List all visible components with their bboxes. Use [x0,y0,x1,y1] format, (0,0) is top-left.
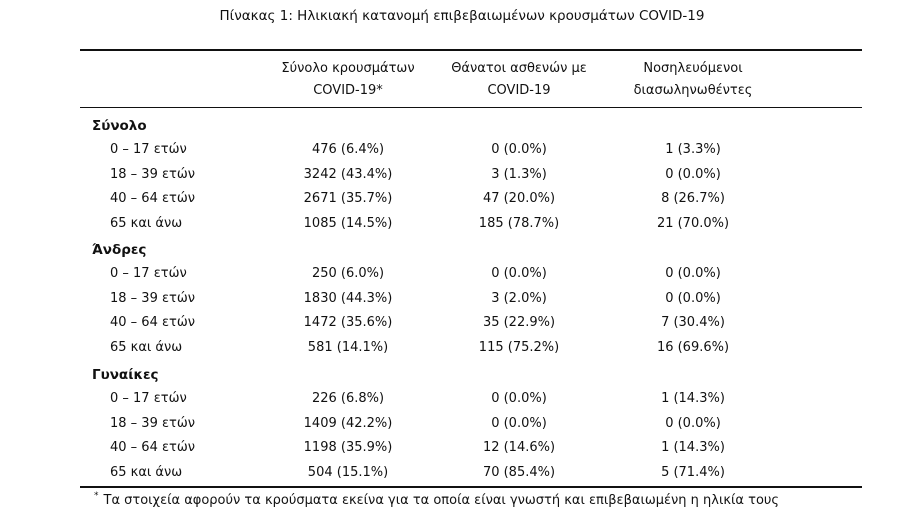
intubated-cell: 0 (0.0%) [665,415,721,431]
footnote-marker: * [94,491,99,501]
total-cases-cell: 1830 (44.3%) [303,290,393,306]
table-row: 40 – 64 ετών 1472 (35.6%) 35 (22.9%) 7 (30.… [0,315,924,337]
deaths-cell: 47 (20.0%) [482,191,556,206]
total-cases-cell: 2671 (35.7%) [303,191,393,206]
intubated-cell: 0 (0.0%) [665,290,721,306]
age-group-cell: 65 και άνω [110,464,183,480]
column-header-line: COVID-19 [487,83,551,98]
intubated-cell: 1 (14.3%) [661,391,725,406]
deaths-cell: 115 (75.2%) [478,339,560,355]
table-row: 65 και άνω 581 (14.1%) 115 (75.2%) 16 (69.6… [0,340,924,362]
age-group-cell: 18 – 39 ετών [110,290,195,306]
deaths-cell: 70 (85.4%) [482,464,556,480]
age-group-cell: 65 και άνω [110,215,183,231]
column-header-deaths: Θάνατοι ασθενών με COVID-19 [424,58,614,102]
intubated-cell: 21 (70.0%) [656,215,730,231]
age-group-cell: 0 – 17 ετών [110,266,187,281]
table-row: 18 – 39 ετών 3242 (43.4%) 3 (1.3%) 0 (0.0%) [0,167,924,189]
deaths-cell: 12 (14.6%) [482,440,556,455]
column-header-line: Θάνατοι ασθενών με [451,61,587,76]
intubated-cell: 7 (30.4%) [661,315,725,330]
total-cases-cell: 1472 (35.6%) [303,315,393,330]
deaths-cell: 185 (78.7%) [478,215,560,231]
total-cases-cell: 476 (6.4%) [311,142,385,157]
table-title: Πίνακας 1: Ηλικιακή κατανομή επιβεβαιωμέ… [219,8,705,24]
intubated-cell: 1 (3.3%) [665,142,721,157]
table-row: 0 – 17 ετών 226 (6.8%) 0 (0.0%) 1 (14.3%) [0,391,924,413]
table-row: 40 – 64 ετών 2671 (35.7%) 47 (20.0%) 8 (26.… [0,191,924,213]
age-group-cell: 40 – 64 ετών [110,191,195,206]
intubated-cell: 8 (26.7%) [661,191,725,206]
deaths-cell: 3 (1.3%) [491,166,547,182]
intubated-cell: 1 (14.3%) [661,440,725,455]
total-cases-cell: 1085 (14.5%) [303,215,393,231]
table-row: 40 – 64 ετών 1198 (35.9%) 12 (14.6%) 1 (14.… [0,440,924,462]
table-row: 65 και άνω 504 (15.1%) 70 (85.4%) 5 (71.4%) [0,465,924,487]
age-group-cell: 40 – 64 ετών [110,440,195,455]
footnote-text: Τα στοιχεία αφορούν τα κρούσματα εκείνα … [103,493,780,508]
column-header-line: Σύνολο κρουσμάτων [281,61,415,76]
deaths-cell: 0 (0.0%) [491,391,547,406]
age-group-cell: 18 – 39 ετών [110,166,195,182]
total-cases-cell: 504 (15.1%) [307,464,389,480]
deaths-cell: 3 (2.0%) [491,290,547,306]
intubated-cell: 16 (69.6%) [656,339,730,355]
footnote: * Τα στοιχεία αφορούν τα κρούσματα εκείνα… [94,491,779,508]
deaths-cell: 0 (0.0%) [491,415,547,431]
age-group-cell: 0 – 17 ετών [110,142,187,157]
column-header-line: διασωληνωθέντες [633,83,753,98]
total-cases-cell: 3242 (43.4%) [303,166,393,182]
deaths-cell: 35 (22.9%) [482,315,556,330]
deaths-cell: 0 (0.0%) [491,142,547,157]
table-row: 0 – 17 ετών 250 (6.0%) 0 (0.0%) 0 (0.0%) [0,266,924,288]
column-header-line: Νοσηλευόμενοι [643,61,743,76]
section-heading: Γυναίκες [92,367,159,383]
table-row: 18 – 39 ετών 1409 (42.2%) 0 (0.0%) 0 (0.0%) [0,416,924,438]
deaths-cell: 0 (0.0%) [491,266,547,281]
total-cases-cell: 1409 (42.2%) [303,415,393,431]
age-group-cell: 18 – 39 ετών [110,415,195,431]
intubated-cell: 0 (0.0%) [665,166,721,182]
total-cases-cell: 581 (14.1%) [307,339,389,355]
total-cases-cell: 1198 (35.9%) [303,440,393,455]
age-group-cell: 0 – 17 ετών [110,391,187,406]
bottom-rule [80,486,862,488]
table-row: 18 – 39 ετών 1830 (44.3%) 3 (2.0%) 0 (0.0%) [0,291,924,313]
section-heading: Σύνολο [92,118,147,134]
intubated-cell: 0 (0.0%) [665,266,721,281]
age-group-cell: 40 – 64 ετών [110,315,195,330]
column-header-line: COVID-19* [313,83,383,98]
column-header-intubated: Νοσηλευόμενοι διασωληνωθέντες [598,58,788,102]
table-row: 65 και άνω 1085 (14.5%) 185 (78.7%) 21 (70.… [0,216,924,238]
header-rule [80,107,862,108]
intubated-cell: 5 (71.4%) [661,464,725,480]
age-group-cell: 65 και άνω [110,339,183,355]
table-row: 0 – 17 ετών 476 (6.4%) 0 (0.0%) 1 (3.3%) [0,142,924,164]
top-rule [80,49,862,51]
total-cases-cell: 250 (6.0%) [311,266,385,281]
total-cases-cell: 226 (6.8%) [311,391,385,406]
section-heading: Άνδρες [92,242,147,258]
column-header-total-cases: Σύνολο κρουσμάτων COVID-19* [253,58,443,102]
